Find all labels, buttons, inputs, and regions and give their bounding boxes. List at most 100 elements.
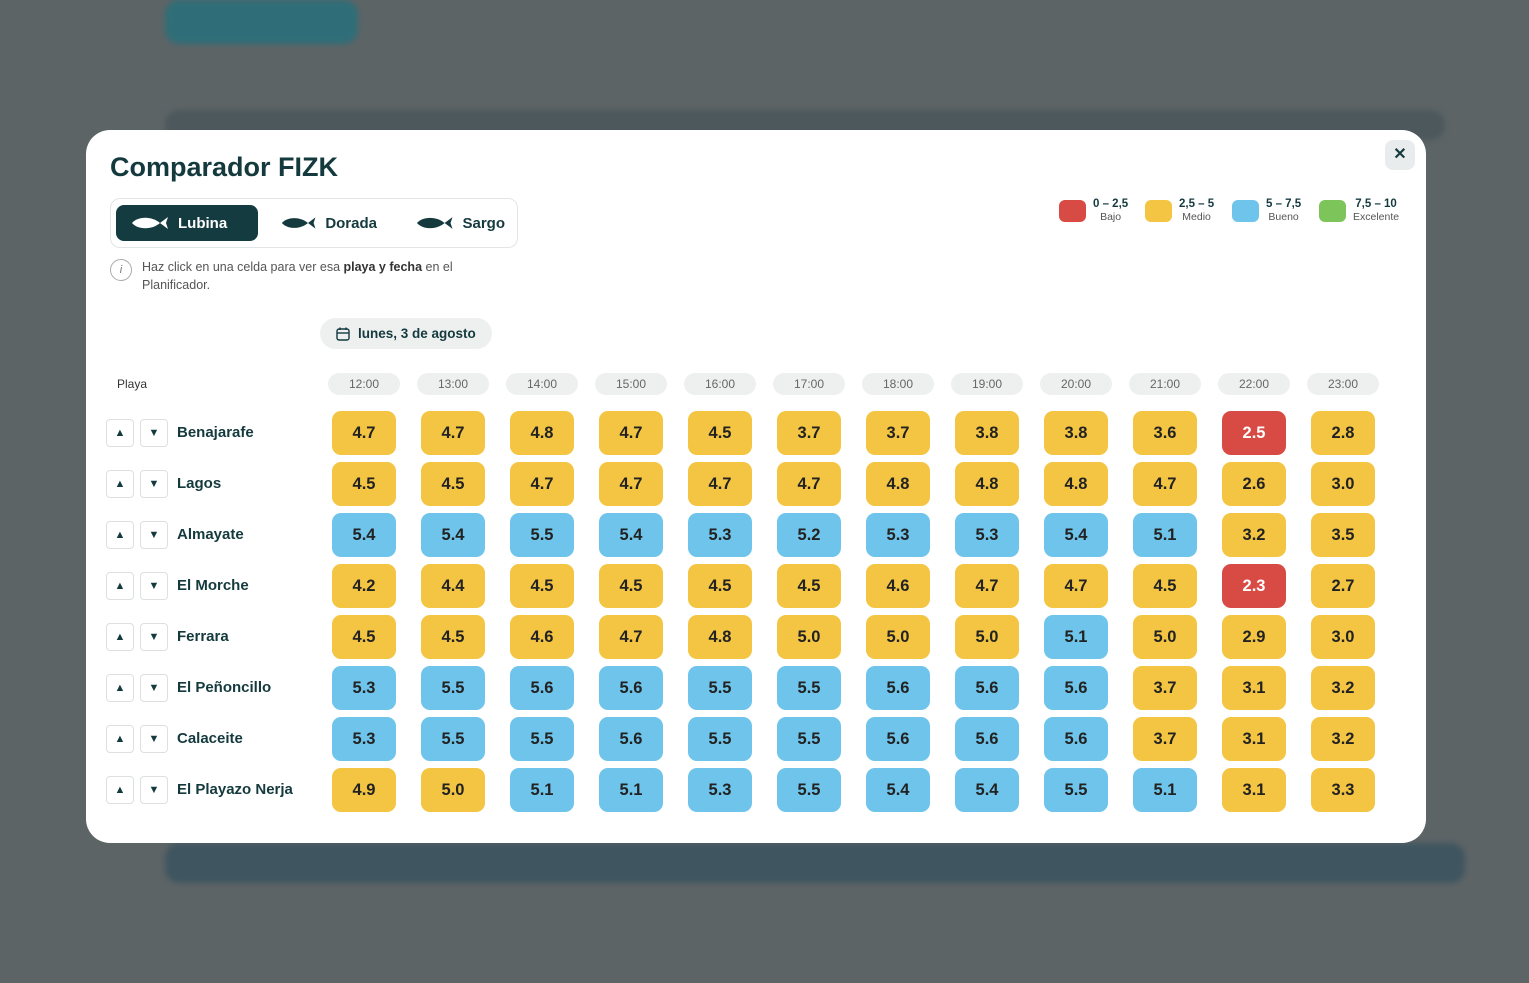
score-cell[interactable]: 3.0 xyxy=(1311,462,1375,506)
score-cell[interactable]: 5.0 xyxy=(1133,615,1197,659)
score-cell[interactable]: 5.2 xyxy=(777,513,841,557)
score-cell[interactable]: 5.6 xyxy=(1044,666,1108,710)
score-cell[interactable]: 4.8 xyxy=(1044,462,1108,506)
score-cell[interactable]: 4.5 xyxy=(777,564,841,608)
move-up-button[interactable]: ▲ xyxy=(106,725,134,753)
score-cell[interactable]: 5.3 xyxy=(332,717,396,761)
close-button[interactable]: ✕ xyxy=(1385,140,1415,170)
score-cell[interactable]: 3.2 xyxy=(1311,666,1375,710)
score-cell[interactable]: 3.7 xyxy=(777,411,841,455)
score-cell[interactable]: 4.5 xyxy=(421,462,485,506)
score-cell[interactable]: 5.5 xyxy=(510,513,574,557)
score-cell[interactable]: 4.8 xyxy=(510,411,574,455)
score-cell[interactable]: 3.2 xyxy=(1311,717,1375,761)
date-pill[interactable]: lunes, 3 de agosto xyxy=(320,318,492,349)
score-cell[interactable]: 5.5 xyxy=(688,666,752,710)
score-cell[interactable]: 5.6 xyxy=(866,666,930,710)
move-down-button[interactable]: ▼ xyxy=(140,776,168,804)
score-cell[interactable]: 5.4 xyxy=(955,768,1019,812)
score-cell[interactable]: 5.4 xyxy=(332,513,396,557)
score-cell[interactable]: 4.5 xyxy=(599,564,663,608)
score-cell[interactable]: 4.5 xyxy=(421,615,485,659)
move-down-button[interactable]: ▼ xyxy=(140,419,168,447)
score-cell[interactable]: 3.6 xyxy=(1133,411,1197,455)
score-cell[interactable]: 5.6 xyxy=(955,717,1019,761)
score-cell[interactable]: 5.5 xyxy=(421,717,485,761)
score-cell[interactable]: 4.7 xyxy=(1133,462,1197,506)
score-cell[interactable]: 3.0 xyxy=(1311,615,1375,659)
score-cell[interactable]: 5.3 xyxy=(688,513,752,557)
score-cell[interactable]: 3.7 xyxy=(1133,717,1197,761)
score-cell[interactable]: 5.1 xyxy=(510,768,574,812)
score-cell[interactable]: 4.7 xyxy=(599,615,663,659)
score-cell[interactable]: 5.5 xyxy=(1044,768,1108,812)
score-cell[interactable]: 3.7 xyxy=(866,411,930,455)
score-cell[interactable]: 2.7 xyxy=(1311,564,1375,608)
move-down-button[interactable]: ▼ xyxy=(140,521,168,549)
score-cell[interactable]: 5.5 xyxy=(421,666,485,710)
score-cell[interactable]: 5.5 xyxy=(777,768,841,812)
species-tab[interactable]: Dorada xyxy=(266,205,391,241)
move-up-button[interactable]: ▲ xyxy=(106,776,134,804)
score-cell[interactable]: 2.5 xyxy=(1222,411,1286,455)
score-cell[interactable]: 5.4 xyxy=(599,513,663,557)
score-cell[interactable]: 4.5 xyxy=(510,564,574,608)
score-cell[interactable]: 5.4 xyxy=(1044,513,1108,557)
score-cell[interactable]: 3.1 xyxy=(1222,768,1286,812)
score-cell[interactable]: 5.3 xyxy=(332,666,396,710)
score-cell[interactable]: 4.7 xyxy=(332,411,396,455)
score-cell[interactable]: 5.6 xyxy=(599,666,663,710)
score-cell[interactable]: 5.5 xyxy=(777,717,841,761)
score-cell[interactable]: 5.6 xyxy=(866,717,930,761)
move-up-button[interactable]: ▲ xyxy=(106,572,134,600)
score-cell[interactable]: 5.0 xyxy=(866,615,930,659)
move-up-button[interactable]: ▲ xyxy=(106,470,134,498)
score-cell[interactable]: 5.0 xyxy=(777,615,841,659)
score-cell[interactable]: 5.5 xyxy=(510,717,574,761)
score-cell[interactable]: 5.1 xyxy=(1044,615,1108,659)
score-cell[interactable]: 4.2 xyxy=(332,564,396,608)
species-tab[interactable]: Lubina xyxy=(116,205,258,241)
score-cell[interactable]: 5.4 xyxy=(866,768,930,812)
move-up-button[interactable]: ▲ xyxy=(106,419,134,447)
move-down-button[interactable]: ▼ xyxy=(140,674,168,702)
score-cell[interactable]: 5.5 xyxy=(777,666,841,710)
score-cell[interactable]: 4.5 xyxy=(688,564,752,608)
score-cell[interactable]: 3.8 xyxy=(1044,411,1108,455)
score-cell[interactable]: 4.9 xyxy=(332,768,396,812)
score-cell[interactable]: 4.7 xyxy=(688,462,752,506)
move-up-button[interactable]: ▲ xyxy=(106,521,134,549)
score-cell[interactable]: 5.3 xyxy=(866,513,930,557)
move-up-button[interactable]: ▲ xyxy=(106,623,134,651)
score-cell[interactable]: 5.6 xyxy=(1044,717,1108,761)
move-down-button[interactable]: ▼ xyxy=(140,572,168,600)
score-cell[interactable]: 4.6 xyxy=(510,615,574,659)
score-cell[interactable]: 5.3 xyxy=(688,768,752,812)
move-down-button[interactable]: ▼ xyxy=(140,470,168,498)
move-down-button[interactable]: ▼ xyxy=(140,623,168,651)
score-cell[interactable]: 3.8 xyxy=(955,411,1019,455)
move-down-button[interactable]: ▼ xyxy=(140,725,168,753)
score-cell[interactable]: 5.6 xyxy=(510,666,574,710)
score-cell[interactable]: 5.5 xyxy=(688,717,752,761)
score-cell[interactable]: 2.8 xyxy=(1311,411,1375,455)
score-cell[interactable]: 4.5 xyxy=(1133,564,1197,608)
score-cell[interactable]: 4.8 xyxy=(688,615,752,659)
score-cell[interactable]: 3.2 xyxy=(1222,513,1286,557)
score-cell[interactable]: 5.0 xyxy=(421,768,485,812)
score-cell[interactable]: 4.8 xyxy=(955,462,1019,506)
score-cell[interactable]: 4.5 xyxy=(332,462,396,506)
score-cell[interactable]: 5.1 xyxy=(599,768,663,812)
score-cell[interactable]: 4.7 xyxy=(955,564,1019,608)
score-cell[interactable]: 4.5 xyxy=(688,411,752,455)
score-cell[interactable]: 4.7 xyxy=(599,411,663,455)
score-cell[interactable]: 5.1 xyxy=(1133,513,1197,557)
score-cell[interactable]: 3.3 xyxy=(1311,768,1375,812)
score-cell[interactable]: 4.7 xyxy=(777,462,841,506)
score-cell[interactable]: 3.1 xyxy=(1222,666,1286,710)
score-cell[interactable]: 4.7 xyxy=(510,462,574,506)
score-cell[interactable]: 2.3 xyxy=(1222,564,1286,608)
score-cell[interactable]: 4.6 xyxy=(866,564,930,608)
move-up-button[interactable]: ▲ xyxy=(106,674,134,702)
species-tab[interactable]: Sargo xyxy=(401,205,519,241)
